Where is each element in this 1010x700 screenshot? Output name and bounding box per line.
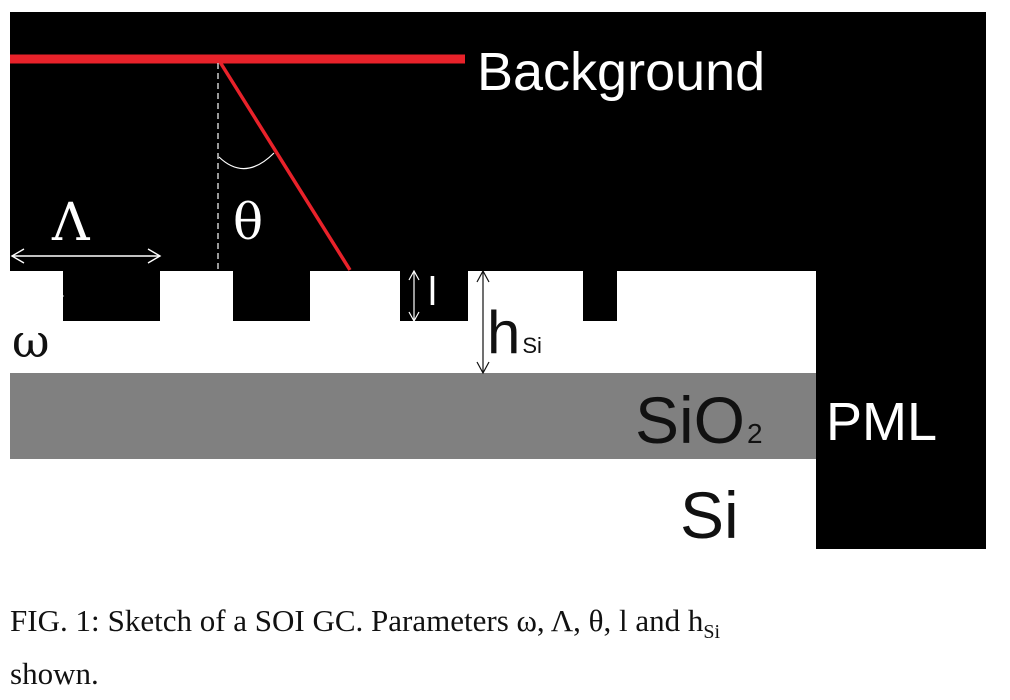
caption-text-end: shown. <box>10 656 99 692</box>
background-label: Background <box>477 42 765 102</box>
oxide-label: SiO2 <box>635 383 763 457</box>
grating-coupler-diagram: Background θ Λ ω l hSi SiO2 PML Si <box>10 12 986 552</box>
sio2-layer <box>10 373 816 459</box>
period-label: Λ <box>51 193 91 253</box>
thickness-label: hSi <box>487 299 542 366</box>
etch-depth-label: l <box>428 270 437 314</box>
pml-label: PML <box>826 392 937 452</box>
figure-caption: FIG. 1: Sketch of a SOI GC. Parameters ω,… <box>10 600 1000 695</box>
substrate-label: Si <box>680 478 739 552</box>
si-grating-layer <box>10 271 816 373</box>
incident-beam-tilted <box>218 61 352 271</box>
si-substrate <box>10 459 816 549</box>
width-arrow <box>10 290 65 302</box>
thickness-subscript: Si <box>522 333 542 358</box>
caption-text: Sketch of a SOI GC. Parameters ω, Λ, θ, … <box>107 603 704 638</box>
thickness-arrow <box>476 269 490 375</box>
etch-depth-arrow <box>408 269 420 323</box>
theta-angle-arc <box>218 152 275 170</box>
period-arrow <box>10 248 162 264</box>
oxide-subscript: 2 <box>747 418 763 449</box>
width-label: ω <box>12 314 50 368</box>
figure-number: FIG. 1: <box>10 603 100 638</box>
theta-label: θ <box>233 193 263 251</box>
caption-subscript: Si <box>703 621 721 644</box>
